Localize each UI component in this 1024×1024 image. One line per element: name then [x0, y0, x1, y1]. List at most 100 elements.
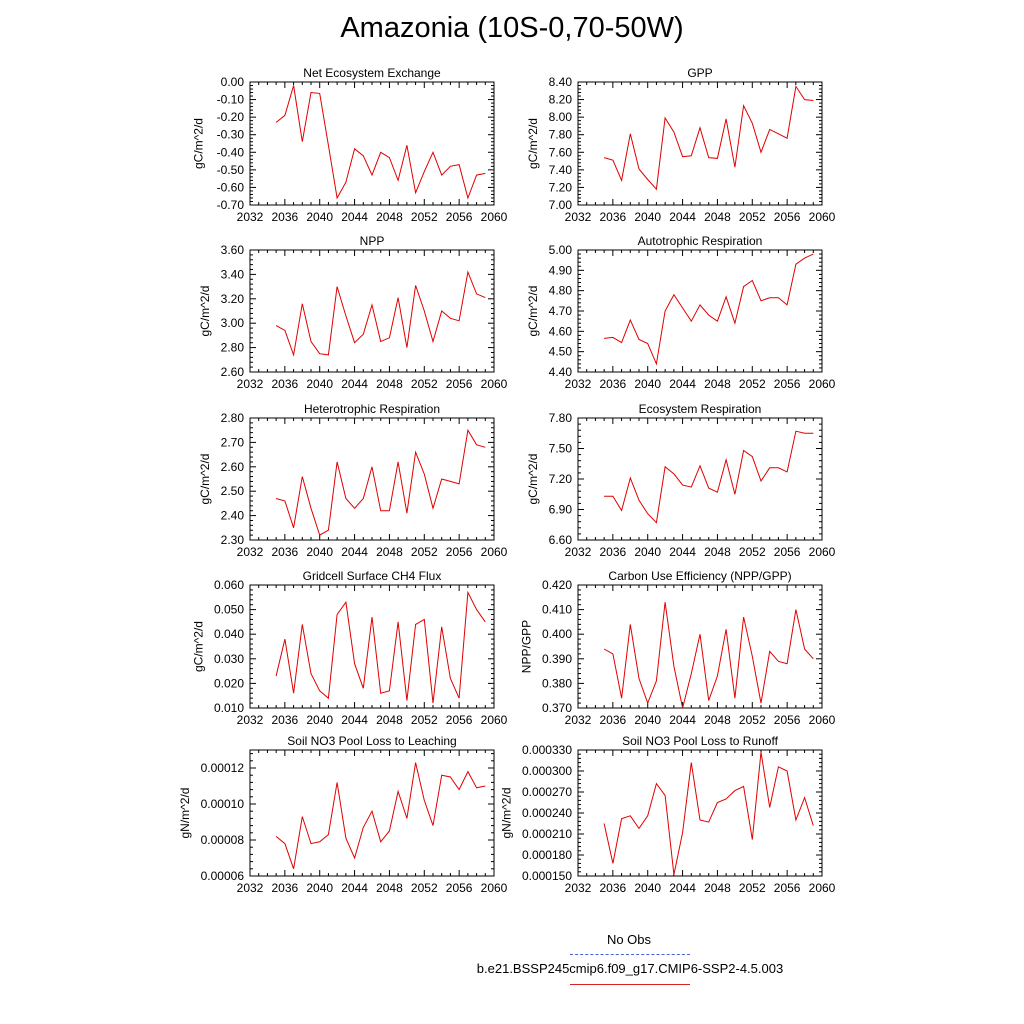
data-point	[423, 310, 425, 312]
x-tick-label: 2048	[376, 377, 403, 391]
y-tick-label: 0.00006	[201, 869, 245, 883]
data-point	[699, 819, 701, 821]
y-tick-label: 5.00	[549, 243, 573, 257]
data-point	[769, 297, 771, 299]
x-tick-label: 2060	[481, 377, 508, 391]
data-point	[319, 534, 321, 536]
y-tick-label: 0.030	[214, 652, 244, 666]
x-tick-label: 2036	[600, 545, 627, 559]
x-tick-label: 2044	[669, 377, 696, 391]
x-tick-label: 2040	[306, 210, 333, 224]
data-point	[292, 84, 294, 86]
panel-title: Gridcell Surface CH4 Flux	[303, 569, 442, 583]
plot-frame	[577, 249, 823, 373]
x-tick-label: 2052	[411, 210, 438, 224]
panel-7: 2032 2036 2040 2044 2048 2052 2056 2060 0.010 0.0…	[192, 569, 508, 727]
data-point	[777, 660, 779, 662]
x-tick-label: 2052	[411, 881, 438, 895]
x-tick-label: 2040	[634, 210, 661, 224]
data-point	[812, 432, 814, 434]
plot-frame	[577, 417, 823, 541]
data-point	[638, 338, 640, 340]
data-point	[803, 257, 805, 259]
data-point	[664, 601, 666, 603]
y-tick-label: 2.80	[221, 341, 245, 355]
data-point	[484, 172, 486, 174]
data-point	[612, 336, 614, 338]
data-point	[327, 697, 329, 699]
data-point	[397, 296, 399, 298]
data-point	[284, 638, 286, 640]
x-tick-label: 2044	[341, 545, 368, 559]
x-tick-label: 2060	[481, 713, 508, 727]
x-tick-label: 2032	[565, 210, 592, 224]
data-point	[681, 307, 683, 309]
x-tick-label: 2036	[600, 881, 627, 895]
data-point	[397, 790, 399, 792]
data-point	[742, 616, 744, 618]
data-point	[716, 157, 718, 159]
data-point	[353, 663, 355, 665]
data-point	[655, 680, 657, 682]
x-tick-label: 2048	[704, 713, 731, 727]
data-point	[612, 159, 614, 161]
data-point	[432, 340, 434, 342]
data-point	[751, 655, 753, 657]
data-point	[629, 815, 631, 817]
data-point	[458, 163, 460, 165]
panel-4: 2032 2036 2040 2044 2048 2052 2056 2060 4.40 4.50…	[526, 234, 835, 391]
panel-title: GPP	[687, 66, 712, 80]
data-point	[620, 817, 622, 819]
y-tick-label: 0.010	[214, 701, 244, 715]
data-point	[301, 141, 303, 143]
data-point	[345, 497, 347, 499]
x-tick-label: 2040	[306, 377, 333, 391]
x-tick-label: 2036	[272, 713, 299, 727]
legend-model-label: b.e21.BSSP245cmip6.f09_g17.CMIP6-SSP2-4.…	[476, 961, 784, 976]
data-point	[647, 815, 649, 817]
data-point	[432, 702, 434, 704]
x-tick-label: 2052	[411, 377, 438, 391]
series-line	[275, 428, 486, 536]
data-point	[310, 91, 312, 93]
data-point	[673, 131, 675, 133]
x-tick-label: 2044	[669, 881, 696, 895]
y-tick-label: 7.20	[549, 180, 573, 194]
panel-3: 2032 2036 2040 2044 2048 2052 2056 2060 2.60 2.80…	[198, 234, 507, 391]
plot-frame	[249, 417, 495, 541]
y-tick-label: 0.040	[214, 627, 244, 641]
data-point	[751, 455, 753, 457]
data-point	[345, 315, 347, 317]
data-point	[603, 648, 605, 650]
x-tick-label: 2040	[306, 713, 333, 727]
x-tick-label: 2032	[237, 881, 264, 895]
y-tick-label: 4.70	[549, 304, 573, 318]
data-point	[284, 329, 286, 331]
plot-frame	[577, 584, 823, 709]
data-point	[362, 826, 364, 828]
data-point	[380, 692, 382, 694]
data-point	[734, 166, 736, 168]
data-point	[725, 118, 727, 120]
data-point	[432, 151, 434, 153]
data-point	[484, 621, 486, 623]
data-point	[467, 770, 469, 772]
data-point	[673, 473, 675, 475]
x-tick-label: 2040	[306, 545, 333, 559]
data-point	[690, 320, 692, 322]
y-axis-label: gC/m^2/d	[526, 118, 540, 169]
data-point	[638, 499, 640, 501]
data-point	[353, 148, 355, 150]
y-tick-label: 0.000330	[522, 743, 572, 757]
data-point	[620, 697, 622, 699]
y-axis-label: gN/m^2/d	[178, 788, 192, 839]
data-point	[319, 353, 321, 355]
legend-model-line	[570, 984, 690, 985]
data-point	[725, 458, 727, 460]
data-point	[603, 156, 605, 158]
y-tick-label: 2.30	[221, 533, 245, 547]
data-point	[612, 495, 614, 497]
y-tick-label: 0.000150	[522, 869, 572, 883]
x-tick-label: 2032	[237, 377, 264, 391]
data-point	[603, 822, 605, 824]
